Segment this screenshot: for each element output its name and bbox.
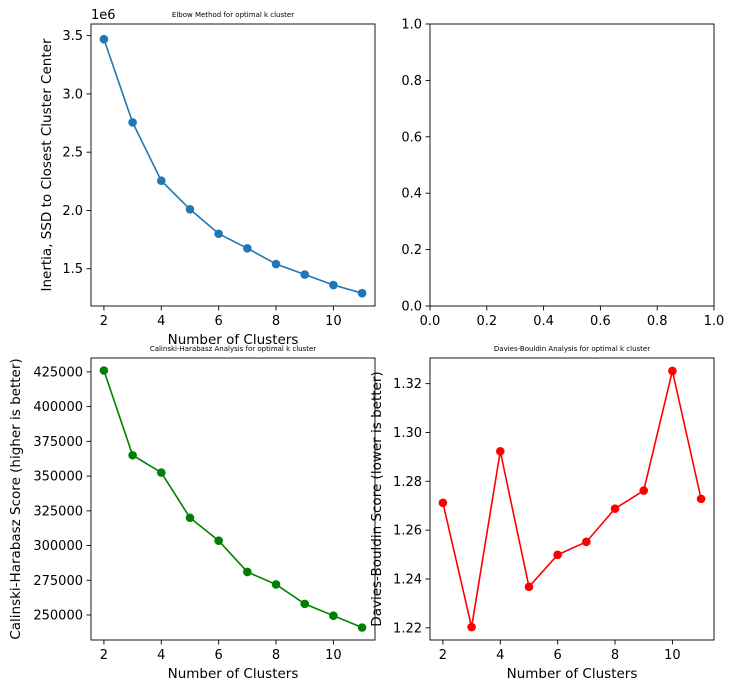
data-point — [553, 550, 562, 560]
y-tick-label: 300000 — [33, 539, 83, 554]
axes-frame — [90, 357, 376, 641]
subplot-calinski: 2 4 6 8 10 250000 275000 300000 325000 350000 3750… — [8, 345, 376, 682]
y-tick-label: 1.28 — [393, 475, 422, 490]
axes-frame — [90, 23, 376, 307]
subplot-empty: 0.0 0.2 0.4 0.6 0.8 1.0 0.0 0.2 0.4 0.6 0.8 1.0 — [401, 18, 724, 330]
data-point — [185, 513, 195, 523]
data-point — [99, 34, 109, 44]
series-line — [103, 370, 363, 629]
x-tick-label: 0.8 — [647, 314, 668, 329]
data-point — [128, 450, 137, 460]
data-point — [300, 599, 310, 609]
y-axis-label: Inertia, SSD to Closest Cluster Center — [39, 38, 55, 291]
y-tick-label: 1.0 — [401, 18, 422, 33]
y-tick-label: 425000 — [33, 365, 83, 380]
data-point — [329, 280, 338, 290]
data-point — [467, 622, 476, 632]
y-tick-label: 0.2 — [401, 243, 422, 258]
y-tick-label: 1.26 — [393, 524, 422, 539]
y-tick-label: 1.22 — [393, 621, 422, 636]
data-point — [610, 504, 620, 513]
chart-title: Elbow Method for optimal k cluster — [172, 11, 294, 19]
data-point — [271, 259, 281, 269]
subplot-elbow: 2 4 6 8 10 1.5 2.0 2.5 3.0 3.5 1e6 Elbow Method for… — [39, 8, 376, 348]
x-tick-label: 2 — [100, 648, 108, 663]
data-point — [696, 494, 706, 504]
chart-title: Davies-Bouldin Analysis for optimal k cl… — [494, 345, 650, 353]
data-point — [524, 582, 534, 592]
data-point — [156, 176, 166, 186]
data-point — [243, 244, 252, 253]
x-tick-label: 0.2 — [476, 314, 497, 329]
x-tick-label: 8 — [272, 648, 280, 663]
data-point — [668, 366, 677, 376]
y-tick-label: 1.32 — [393, 377, 422, 392]
y-tick-label: 0.6 — [401, 130, 422, 145]
axes-frame — [429, 357, 715, 641]
data-point — [214, 536, 223, 545]
data-point — [185, 204, 195, 214]
y-tick-label: 1.24 — [393, 572, 422, 587]
x-tick-label: 8 — [611, 648, 619, 663]
x-axis-label: Number of Clusters — [168, 666, 299, 682]
y-tick-label: 250000 — [33, 608, 83, 623]
x-tick-label: 6 — [215, 648, 223, 663]
x-tick-label: 0.4 — [533, 314, 554, 329]
data-point — [300, 270, 310, 279]
x-tick-label: 6 — [215, 314, 223, 329]
x-tick-label: 10 — [325, 648, 342, 663]
data-point — [357, 623, 367, 632]
data-point — [128, 118, 137, 127]
y-tick-label: 0.0 — [401, 300, 422, 315]
x-tick-label: 1.0 — [704, 314, 725, 329]
data-point — [214, 229, 223, 239]
y-axis-label: Calinski-Harabasz Score (higher is bette… — [8, 358, 24, 639]
x-tick-label: 2 — [100, 314, 108, 329]
y-tick-label: 3.0 — [62, 87, 83, 102]
x-axis-label: Number of Clusters — [168, 332, 299, 348]
x-tick-label: 0.0 — [420, 314, 441, 329]
data-point — [438, 498, 448, 508]
x-tick-label: 8 — [272, 314, 280, 329]
y-tick-label: 325000 — [33, 504, 83, 519]
y-tick-label: 1.30 — [393, 426, 422, 441]
x-tick-label: 10 — [664, 648, 681, 663]
x-tick-label: 10 — [325, 314, 342, 329]
data-point — [639, 486, 649, 495]
x-tick-label: 4 — [496, 648, 504, 663]
x-tick-label: 0.6 — [590, 314, 611, 329]
y-tick-label: 350000 — [33, 470, 83, 485]
y-tick-label: 275000 — [33, 574, 83, 589]
axes-frame — [429, 23, 715, 307]
y-tick-label: 2.0 — [62, 204, 83, 219]
y-tick-label: 1.5 — [62, 262, 83, 277]
x-tick-label: 4 — [157, 314, 165, 329]
y-offset-label: 1e6 — [91, 8, 116, 23]
data-point — [582, 537, 591, 547]
series-line — [442, 370, 702, 628]
x-axis-label: Number of Clusters — [507, 666, 638, 682]
x-tick-label: 6 — [554, 648, 562, 663]
y-tick-label: 2.5 — [62, 146, 83, 161]
data-point — [271, 580, 281, 589]
data-point — [357, 288, 367, 298]
data-point — [329, 611, 338, 620]
x-tick-label: 4 — [157, 648, 165, 663]
y-tick-label: 375000 — [33, 435, 83, 450]
data-point — [156, 468, 166, 477]
series-line — [103, 38, 363, 294]
x-tick-label: 2 — [439, 648, 447, 663]
data-point — [495, 446, 505, 456]
data-point — [243, 567, 252, 577]
y-tick-label: 3.5 — [62, 29, 83, 44]
y-tick-label: 400000 — [33, 400, 83, 415]
subplot-davies: 2 4 6 8 10 1.22 1.24 1.26 1.28 1.30 1.32 Davies-Bou… — [369, 345, 715, 682]
y-tick-label: 0.8 — [401, 74, 422, 89]
y-axis-label: Davies-Bouldin Score (lower is better) — [369, 371, 385, 626]
chart-title: Calinski-Harabasz Analysis for optimal k… — [150, 345, 316, 353]
data-point — [99, 366, 109, 375]
y-tick-label: 0.4 — [401, 187, 422, 202]
